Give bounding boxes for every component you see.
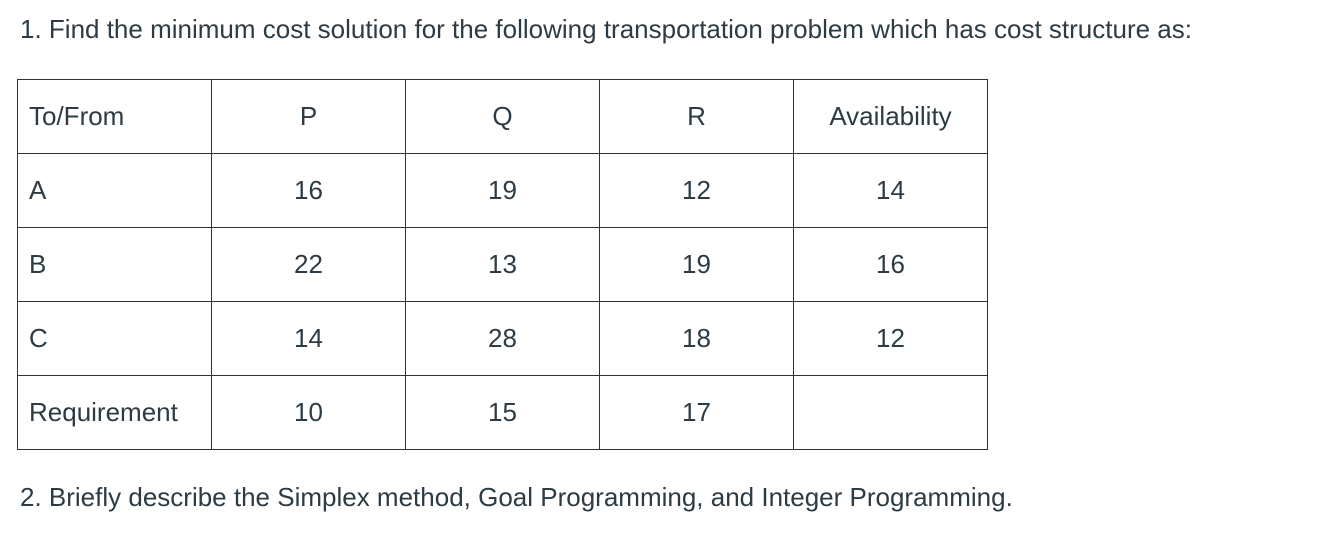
row-label: To/From: [17, 79, 212, 154]
table-row: B 22 13 19 16: [17, 227, 988, 302]
table-cell: 12: [793, 301, 988, 376]
table-cell: 13: [405, 227, 600, 302]
row-label: C: [17, 301, 212, 376]
table-cell: 22: [211, 227, 406, 302]
table-cell: 12: [599, 153, 794, 228]
question-1: 1. Find the minimum cost solution for th…: [20, 14, 1192, 44]
table-cell: R: [599, 79, 794, 154]
table-cell: 16: [793, 227, 988, 302]
table-cell: Availability: [793, 79, 988, 154]
table-cell: 17: [599, 375, 794, 450]
row-label: B: [17, 227, 212, 302]
table-cell: 19: [599, 227, 794, 302]
table-row: A 16 19 12 14: [17, 153, 988, 228]
table-cell: 19: [405, 153, 600, 228]
table-cell: 28: [405, 301, 600, 376]
question-2: 2. Briefly describe the Simplex method, …: [20, 482, 1013, 512]
table-cell: 10: [211, 375, 406, 450]
table-row: C 14 28 18 12: [17, 301, 988, 376]
table-cell: 14: [211, 301, 406, 376]
table-cell: 15: [405, 375, 600, 450]
table-cell: 18: [599, 301, 794, 376]
row-label: A: [17, 153, 212, 228]
row-label: Requirement: [17, 375, 212, 450]
table-cell: [793, 375, 988, 450]
table-cell: P: [211, 79, 406, 154]
cost-table: To/From P Q R Availability A 16 19 12 14 B 22 13 19 16…: [17, 79, 988, 450]
table-cell: Q: [405, 79, 600, 154]
table-row: Requirement 10 15 17: [17, 375, 988, 450]
header-row: To/From P Q R Availability: [17, 79, 988, 154]
table-cell: 16: [211, 153, 406, 228]
table-cell: 14: [793, 153, 988, 228]
